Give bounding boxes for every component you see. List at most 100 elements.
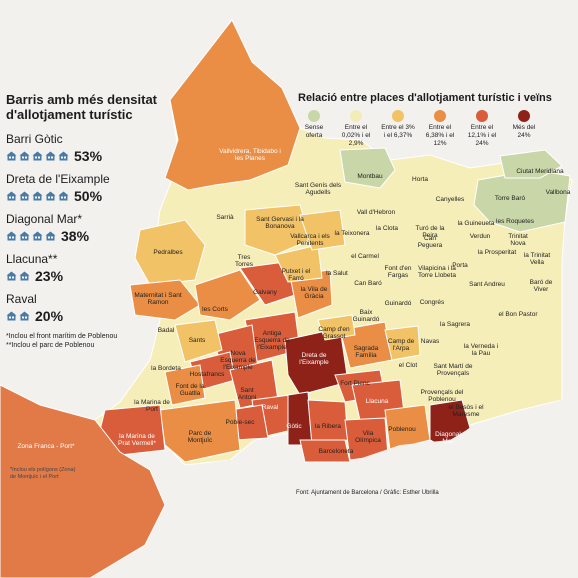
map-label-vilapicina: Vilapicina i la Torre Llobeta — [418, 265, 456, 279]
legend-swatch — [350, 110, 362, 122]
port-pier — [219, 444, 283, 497]
district-montbau — [339, 147, 396, 189]
legend-label: Entre el 3% i el 6,37% — [381, 124, 415, 139]
map-label-poble-sec: Poble-sec — [225, 419, 255, 426]
map-label-baro-viver: Baró de Viver — [529, 279, 553, 293]
house-icon — [19, 311, 30, 321]
legend-swatch — [308, 110, 320, 122]
map-label-sagrada-familia: Sagrada Família — [353, 345, 379, 359]
map-label-navas: Navas — [420, 338, 440, 345]
house-icon — [45, 231, 56, 241]
map-label-marina-port: la Marina de Port — [134, 399, 170, 413]
map-label-guineueta: la Guineueta — [457, 220, 495, 227]
map-label-clot: el Clot — [398, 362, 418, 369]
district-camp-arpa — [384, 325, 421, 361]
map-label-torre-baro: Torre Baró — [494, 195, 526, 202]
density-row-name: Raval — [6, 292, 37, 306]
legend-swatch — [518, 110, 530, 122]
map-label-fort-pienc: Fort Pienc — [340, 380, 370, 387]
house-icon — [32, 231, 43, 241]
legend-item: Entre el 12,1% i el 24% — [464, 110, 500, 148]
density-row: Llacuna** 23% — [6, 252, 176, 284]
map-label-can-peguera: Can Peguera — [417, 235, 443, 249]
map-label-raval: Raval — [261, 404, 279, 411]
density-row-houses: 20% — [6, 308, 176, 324]
house-icon — [45, 151, 56, 161]
map-label-vallbona: Vallbona — [545, 189, 571, 196]
map-label-maternitat: Maternitat i Sant Ramon — [134, 292, 182, 306]
legend-item: Entre el 0,02% i el 2,9% — [338, 110, 374, 148]
density-row: Dreta de l'Eixample 50% — [6, 172, 176, 204]
panel-title-line2: d'allotjament turístic — [6, 107, 133, 122]
note-poblenou-park: **Inclou el parc de Poblenou — [6, 342, 95, 349]
map-label-sant-marti-provencals: Sant Martí de Provençals — [433, 363, 473, 377]
map-label-sants: Sants — [188, 337, 206, 344]
map-label-sant-andreu: Sant Andreu — [469, 281, 505, 288]
map-label-parc-montjuic: Parc de Montjuïc — [187, 430, 213, 444]
map-label-congres: Congrés — [419, 299, 445, 306]
district-corts — [194, 269, 261, 321]
map-label-besos-maresme: el Besòs i el Maresme — [448, 404, 484, 418]
map-label-sant-antoni: Sant Antoni — [237, 387, 257, 401]
legend-label: Entre el 0,02% i el 2,9% — [341, 124, 371, 147]
legend-swatch — [434, 110, 446, 122]
panel-title: Barris amb més densitat d'allotjament tu… — [6, 92, 176, 122]
density-row-houses: 38% — [6, 228, 176, 244]
map-label-antiga-esquerra: Antiga Esquerra de l'Eixample — [254, 330, 290, 351]
density-row: Diagonal Mar* 38% — [6, 212, 176, 244]
map-label-putxet: Putxet i el Farró — [281, 268, 311, 282]
map-label-carmel: el Carmel — [351, 253, 379, 260]
map-label-baix-guinardo: Baix Guinardó — [352, 309, 380, 323]
legend-label: Més del 24% — [512, 124, 536, 139]
map-label-zona-franca: Zona Franca - Port* — [17, 443, 75, 450]
map-label-trinitat-nova: Trinitat Nova — [508, 233, 528, 247]
map-label-ribera: la Ribera — [314, 423, 342, 430]
district-ciutat-meridiana — [499, 149, 563, 179]
house-icon — [32, 151, 43, 161]
legend-item: Entre el 3% i el 6,37% — [380, 110, 416, 148]
density-row-pct: 38% — [61, 228, 90, 244]
legend-label: Sense oferta — [304, 124, 324, 139]
map-label-camp-arpa: Camp de l'Arpa — [387, 338, 415, 352]
legend-label: Entre el 6,38% i el 12% — [425, 124, 455, 147]
map-label-font-fargas: Font d'en Fargas — [384, 265, 412, 279]
house-icon — [6, 271, 17, 281]
district-vallcarca — [299, 209, 346, 251]
map-label-gotic: Gòtic — [286, 423, 302, 430]
density-row-name: Barri Gòtic — [6, 132, 63, 146]
panel-title-line1: Barris amb més densitat — [6, 92, 158, 107]
map-label-camp-grassot: Camp d'en Grassot — [318, 326, 350, 340]
port-docks — [165, 458, 265, 535]
map-label-verdun: Verdun — [469, 233, 491, 240]
map-label-marina-prat: la Marina de Prat Vermell* — [118, 433, 156, 447]
house-icon — [6, 191, 17, 201]
map-label-verneda: la Verneda i la Pau — [463, 343, 499, 357]
map-label-badal: Badal — [157, 327, 175, 334]
district-vallvidrera — [164, 19, 301, 191]
legend-item: Entre el 6,38% i el 12% — [422, 110, 458, 148]
density-row-name: Llacuna** — [6, 252, 58, 266]
legend-item: Més del 24% — [506, 110, 542, 148]
map-label-hostafrancs: Hostafrancs — [189, 371, 225, 378]
map-label-poblenou: Poblenou — [388, 426, 416, 433]
legend-label: Entre el 12,1% i el 24% — [467, 124, 497, 147]
map-label-nova-esquerra: Nova Esquerra de l'Eixample — [220, 350, 256, 371]
house-icon — [6, 311, 17, 321]
density-row-pct: 23% — [35, 268, 64, 284]
density-rows: Barri Gòtic 53% Dreta de l'Eixample 50% Diag… — [6, 132, 176, 324]
density-row-name: Diagonal Mar* — [6, 212, 83, 226]
house-icon — [45, 191, 56, 201]
map-label-horta: Horta — [412, 176, 428, 183]
map-label-barceloneta: Barceloneta — [318, 448, 354, 455]
map-label-canyelles: Canyelles — [435, 196, 465, 203]
density-panel: Barris amb més densitat d'allotjament tu… — [6, 92, 176, 350]
density-row-houses: 23% — [6, 268, 176, 284]
density-row: Raval 20% — [6, 292, 176, 324]
map-label-bordeta: la Bordeta — [151, 365, 181, 372]
map-label-salut: la Salut — [326, 270, 348, 277]
map-label-vila-gracia: la Vila de Gràcia — [300, 286, 328, 300]
district-font-guatlla — [164, 364, 206, 406]
map-label-tres-torres: Tres Torres — [234, 254, 254, 268]
map-label-guinardo: Guinardó — [384, 300, 412, 307]
